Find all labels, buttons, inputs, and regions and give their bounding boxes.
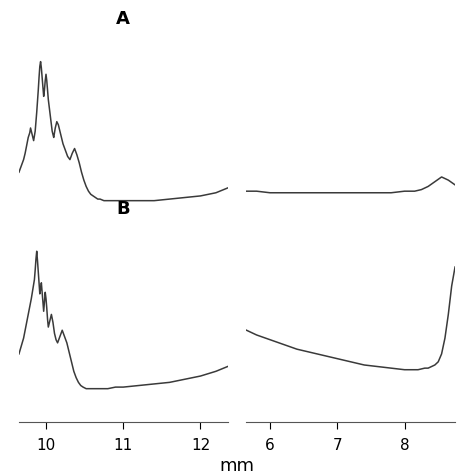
Text: A: A xyxy=(116,10,130,28)
Text: mm: mm xyxy=(219,457,255,474)
Text: B: B xyxy=(117,200,130,218)
